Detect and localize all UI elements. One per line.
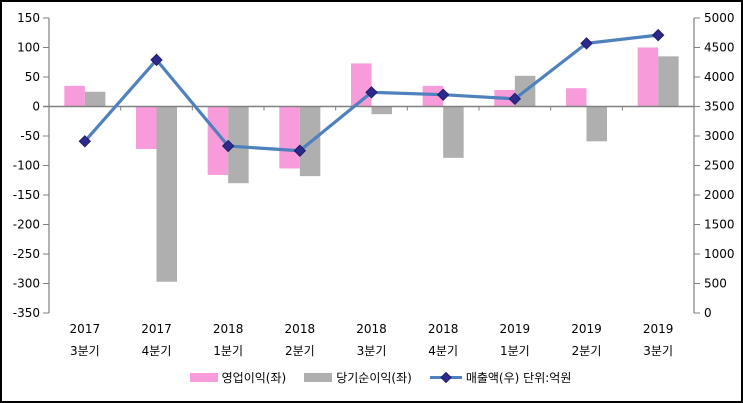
left-axis-tick-label: 100	[17, 41, 40, 55]
revenue-marker-icon	[221, 139, 235, 153]
x-axis-quarter-label: 1분기	[213, 344, 243, 358]
bar-operating-profit	[136, 106, 157, 149]
left-axis-tick-label: 150	[17, 11, 40, 25]
x-axis-quarter-label: 4분기	[142, 344, 172, 358]
operating-profit-legend-label: 영업이익(좌)	[221, 371, 287, 385]
revenue-marker-icon	[78, 135, 92, 148]
x-axis-quarter-label: 3분기	[357, 344, 387, 358]
revenue-marker-icon	[365, 86, 378, 99]
left-axis-tick-label: -150	[13, 188, 40, 202]
right-axis-tick-label: 5000	[704, 11, 735, 25]
x-axis-quarter-label: 2분기	[572, 344, 602, 358]
legend-item-operating-profit: 영업이익(좌)	[189, 369, 287, 386]
right-axis-tick-label: 2500	[704, 159, 735, 173]
bar-operating-profit	[422, 85, 444, 107]
revenue-marker-icon	[436, 88, 450, 101]
left-axis-tick-label: -100	[13, 159, 40, 173]
x-axis-quarter-label: 3분기	[643, 344, 673, 358]
bar-operating-profit	[637, 47, 659, 107]
left-axis-tick-label: 0	[32, 100, 40, 114]
x-axis-year-label: 2017	[141, 322, 172, 336]
operating-profit-swatch-icon	[189, 373, 218, 382]
legend-item-revenue: 매출액(우) 단위:억원	[429, 369, 572, 386]
right-axis-tick-label: 3500	[704, 100, 735, 114]
left-axis-tick-label: -300	[13, 277, 40, 291]
left-axis-tick-label: -50	[20, 129, 40, 143]
bar-operating-profit	[207, 106, 229, 175]
left-axis-tick-label: -350	[13, 306, 40, 320]
x-axis-quarter-label: 4분기	[428, 344, 458, 358]
bar-net-income	[371, 106, 392, 115]
left-axis-tick-label: -200	[13, 218, 40, 232]
bar-net-income	[156, 106, 177, 282]
bar-net-income	[658, 56, 679, 107]
bar-net-income	[586, 106, 607, 142]
revenue-line-marker-icon	[429, 372, 462, 383]
revenue-marker-icon	[293, 144, 307, 157]
right-axis-tick-label: 2000	[704, 188, 735, 202]
x-axis-year-label: 2018	[356, 322, 387, 336]
x-axis-quarter-label: 1분기	[500, 344, 530, 358]
x-axis-year-label: 2019	[571, 322, 602, 336]
revenue-marker-icon	[580, 37, 593, 50]
legend: 영업이익(좌) 당기순이익(좌) 매출액(우) 단위:억원	[2, 369, 741, 386]
net-income-swatch-icon	[304, 373, 333, 382]
revenue-marker-icon	[508, 92, 522, 106]
bar-operating-profit	[64, 85, 85, 107]
revenue-marker-icon	[651, 28, 665, 42]
right-axis-tick-label: 1000	[704, 247, 735, 261]
x-axis-year-label: 2018	[285, 322, 316, 336]
left-axis-tick-label: 50	[25, 70, 40, 84]
x-axis-quarter-label: 3분기	[70, 344, 100, 358]
revenue-legend-label: 매출액(우) 단위:억원	[465, 371, 572, 385]
x-axis-year-label: 2018	[428, 322, 459, 336]
left-axis-tick-label: -250	[13, 247, 40, 261]
net-income-legend-label: 당기순이익(좌)	[336, 371, 412, 385]
revenue-marker-icon	[150, 53, 163, 67]
right-axis-tick-label: 0	[704, 306, 712, 320]
legend-item-net-income: 당기순이익(좌)	[304, 369, 412, 386]
bar-net-income	[84, 91, 106, 107]
x-axis-year-label: 2017	[70, 322, 101, 336]
x-axis-year-label: 2019	[643, 322, 674, 336]
bar-operating-profit	[566, 88, 587, 107]
bar-net-income	[443, 106, 464, 158]
right-axis-tick-label: 1500	[704, 218, 735, 232]
bar-operating-profit	[279, 106, 300, 169]
right-axis-tick-label: 3000	[704, 129, 735, 143]
right-axis-tick-label: 4000	[704, 70, 735, 84]
bar-net-income	[228, 106, 249, 184]
x-axis-quarter-label: 2분기	[285, 344, 315, 358]
x-axis-year-label: 2019	[500, 322, 531, 336]
right-axis-tick-label: 4500	[704, 41, 735, 55]
x-axis-year-label: 2018	[213, 322, 244, 336]
right-axis-tick-label: 500	[704, 277, 727, 291]
